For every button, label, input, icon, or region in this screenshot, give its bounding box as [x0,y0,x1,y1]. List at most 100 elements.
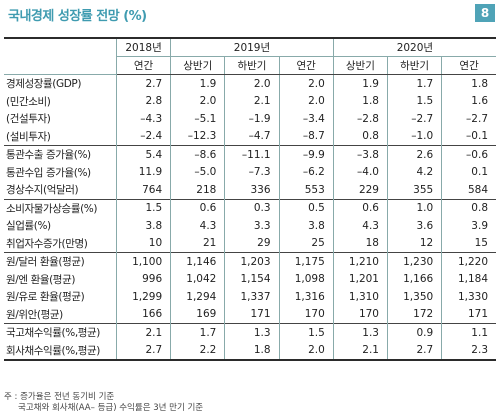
table-row: 통관수출 증가율(%) 5.4 –8.6 –11.1 –9.9 –3.8 2.6 –0.6 [4,145,496,164]
table-cell: 1,146 [170,252,225,271]
table-cell: 1,184 [441,270,496,288]
header-period: 연간 [441,56,496,75]
footnote-2: 국고채와 회사채(AA– 등급) 수익률은 3년 만기 기준 [18,403,204,413]
table-cell: 170 [278,305,334,324]
forecast-table: 2018년 2019년 2020년 연간 상반기 하반기 연간 상반기 하반기 … [4,39,496,361]
table-cell: 166 [115,305,171,324]
table-row: 취업자수증가(만명) 10 21 29 25 18 12 15 [4,234,496,253]
table-cell: 1.3 [224,323,280,342]
table-cell: 553 [278,181,334,199]
table-cell: 1,201 [332,270,388,288]
table-cell: –0.1 [441,127,496,146]
row-label: 취업자수증가(만명) [6,237,88,250]
table-cell: 0.9 [386,323,442,342]
table-cell: 1,098 [278,270,334,288]
table-cell: 1.7 [386,74,442,93]
header-period: 하반기 [224,56,280,75]
table-cell: –12.3 [170,127,225,146]
table-cell: 15 [441,234,496,253]
table-cell: 1.9 [170,74,225,93]
row-label: (민간소비) [6,95,51,108]
row-label: 원/위안(평균) [6,308,63,321]
table-cell: 1,154 [224,270,280,288]
row-label: 소비자물가상승률(%) [4,198,117,217]
table-cell: 229 [332,181,388,199]
table-cell: –3.4 [278,110,334,128]
table-cell: 1,337 [224,288,280,306]
table-cell: 2.0 [278,74,334,93]
table-cell: 2.6 [386,145,442,164]
table-cell: 0.5 [278,198,334,217]
table-cell: 1,316 [278,288,334,306]
header-row-periods: 연간 상반기 하반기 연간 상반기 하반기 연간 [4,56,496,75]
table-cell: –9.9 [278,145,334,164]
table-row: 통관수입 증가율(%) 11.9 –5.0 –7.3 –6.2 –4.0 4.2 0.1 [4,163,496,181]
table-cell: 171 [441,305,496,324]
table-cell: 1.5 [115,198,171,217]
table-cell: 1.8 [441,74,496,93]
table-cell: –1.9 [224,110,280,128]
table-cell: 1.6 [441,92,496,110]
table-row: 경제성장률(GDP) 2.7 1.9 2.0 2.0 1.9 1.7 1.8 [4,74,496,93]
table-cell: 3.9 [441,217,496,235]
table-cell: 0.1 [441,163,496,181]
table-row: 원/위안(평균) 166 169 171 170 170 172 171 [4,305,496,324]
table-cell: 996 [115,270,171,288]
header-year-2019: 2019년 [170,39,334,57]
table-cell: 4.3 [170,217,225,235]
row-label: 국고채수익률(%,평균) [4,323,117,342]
table-cell: 4.2 [386,163,442,181]
table-cell: 336 [224,181,280,199]
table-cell: –5.0 [170,163,225,181]
table-row: 실업률(%) 3.8 4.3 3.3 3.8 4.3 3.6 3.9 [4,217,496,235]
table-cell: 1.5 [278,323,334,342]
table-cell: 0.3 [224,198,280,217]
row-label: 통관수출 증가율(%) [4,145,117,164]
row-label: (건설투자) [6,113,51,126]
table-cell: –8.6 [170,145,225,164]
table-cell: 170 [332,305,388,324]
table-cell: 584 [441,181,496,199]
row-label: 원/달러 환율(평균) [4,252,117,271]
table-cell: 1.1 [441,323,496,342]
table-cell: 1,210 [332,252,388,271]
table-cell: 2.0 [278,92,334,110]
table-cell: –4.3 [115,110,171,128]
header-period: 하반기 [386,56,442,75]
row-label: (설비투자) [6,130,51,143]
table-cell: 4.3 [332,217,388,235]
table-cell: 1,220 [441,252,496,271]
table-cell: 1.8 [332,92,388,110]
table-cell: –5.1 [170,110,225,128]
header-row-years: 2018년 2019년 2020년 [4,39,496,75]
table-cell: 1.8 [224,341,280,361]
row-label: 원/엔 환율(평균) [6,273,76,286]
table-cell: 1,310 [332,288,388,306]
table-cell: 0.6 [332,198,388,217]
table-cell: 12 [386,234,442,253]
table-cell: 2.1 [115,323,171,342]
table-cell: –1.0 [386,127,442,146]
table-cell: 1,330 [441,288,496,306]
table-cell: –7.3 [224,163,280,181]
header-year-2020: 2020년 [332,39,496,57]
table-cell: 3.8 [278,217,334,235]
table-cell: 1,299 [115,288,171,306]
table-cell: –2.8 [332,110,388,128]
table-cell: 1.5 [386,92,442,110]
table-body: 경제성장률(GDP) 2.7 1.9 2.0 2.0 1.9 1.7 1.8 (민간소비) 2.8… [4,74,496,361]
table-cell: 11.9 [115,163,171,181]
table-cell: 21 [170,234,225,253]
table-cell: 5.4 [115,145,171,164]
table-cell: 3.8 [115,217,171,235]
row-label: 실업률(%) [6,220,51,233]
table-cell: 1,230 [386,252,442,271]
row-label: 경제성장률(GDP) [6,78,82,91]
table-row: 소비자물가상승률(%) 1.5 0.6 0.3 0.5 0.6 1.0 0.8 [4,198,496,217]
table-cell: 1.7 [170,323,225,342]
table-cell: 2.0 [278,341,334,361]
table-cell: 2.7 [115,341,171,361]
table-row: 원/엔 환율(평균) 996 1,042 1,154 1,098 1,201 1,166 1,… [4,270,496,288]
table-cell: –11.1 [224,145,280,164]
table-cell: 2.7 [115,74,171,93]
